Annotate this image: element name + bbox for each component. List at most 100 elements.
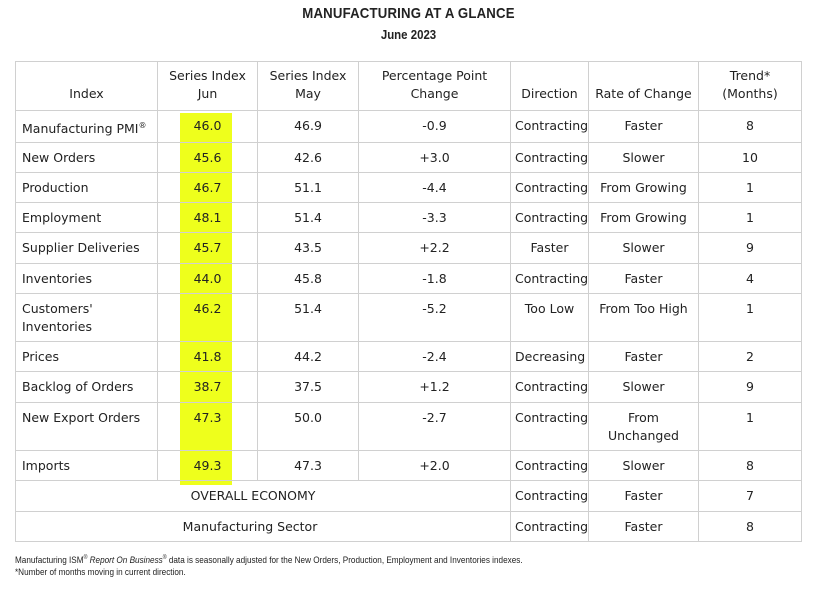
rate-value: Slower [588, 450, 699, 481]
direction-value: Decreasing [510, 341, 589, 372]
table-row: Supplier Deliveries 45.7 43.5 +2.2 Faster Slo… [15, 232, 802, 264]
table-header-row: Index Series Index Jun Series Index May … [15, 61, 802, 111]
rate-value: Faster [588, 480, 699, 512]
index-cell: Backlog of Orders [15, 371, 158, 403]
table-row: Inventories 44.0 45.8 -1.8 Contracting Faster… [15, 263, 802, 294]
change-value: -1.8 [358, 263, 511, 294]
jun-value: 46.2 [157, 293, 258, 342]
index-cell: Supplier Deliveries [15, 232, 158, 264]
change-value: -2.7 [358, 402, 511, 451]
col-header-may: Series Index May [257, 61, 359, 111]
table-row: Customers' Inventories 46.2 51.4 -5.2 Too Lo… [15, 293, 802, 342]
may-value: 47.3 [257, 450, 359, 481]
footnote-text: data is seasonally adjusted for the New … [166, 555, 523, 567]
registered-mark: ® [83, 555, 88, 561]
col-header-trend: Trend* (Months) [698, 61, 802, 111]
trend-value: 4 [698, 263, 802, 294]
direction-value: Contracting [510, 371, 589, 403]
rate-value: Faster [588, 341, 699, 372]
footnote-text: Manufacturing ISM [15, 555, 84, 567]
table-row: Backlog of Orders 38.7 37.5 +1.2 Contracting… [15, 371, 802, 403]
registered-mark: ® [162, 555, 167, 561]
may-value: 42.6 [257, 142, 359, 173]
rate-value: From Unchanged [588, 402, 699, 451]
jun-value: 46.0 [157, 110, 258, 143]
footnote-seasonal: Manufacturing ISM® Report On Business® d… [15, 555, 523, 566]
jun-value: 41.8 [157, 341, 258, 372]
index-cell: Customers' Inventories [15, 293, 158, 342]
may-value: 44.2 [257, 341, 359, 372]
rate-value: Slower [588, 371, 699, 403]
trend-value: 7 [698, 480, 802, 512]
col-header-jun: Series Index Jun [157, 61, 258, 111]
index-cell: Prices [15, 341, 158, 372]
index-cell: Production [15, 172, 158, 203]
change-value: -5.2 [358, 293, 511, 342]
jun-value: 46.7 [157, 172, 258, 203]
page-subtitle: June 2023 [380, 27, 437, 42]
jun-value: 49.3 [157, 450, 258, 481]
change-value: +2.2 [358, 232, 511, 264]
rate-value: Slower [588, 142, 699, 173]
change-value: -4.4 [358, 172, 511, 203]
may-value: 51.4 [257, 202, 359, 233]
summary-label: OVERALL ECONOMY [15, 480, 511, 512]
trend-value: 8 [698, 511, 802, 542]
trend-value: 1 [698, 402, 802, 451]
trend-value: 8 [698, 110, 802, 143]
change-value: -3.3 [358, 202, 511, 233]
change-value: +2.0 [358, 450, 511, 481]
col-header-index: Index [15, 61, 158, 111]
col-header-change: Percentage Point Change [358, 61, 511, 111]
index-cell: Manufacturing PMI® [15, 110, 158, 143]
rate-value: From Growing [588, 172, 699, 203]
change-value: +3.0 [358, 142, 511, 173]
direction-value: Contracting [510, 172, 589, 203]
change-value: -0.9 [358, 110, 511, 143]
summary-label: Manufacturing Sector [15, 511, 511, 542]
ism-table: Index Series Index Jun Series Index May … [15, 61, 802, 542]
index-label: Manufacturing PMI [22, 121, 139, 136]
index-cell: Inventories [15, 263, 158, 294]
index-cell: New Export Orders [15, 402, 158, 451]
jun-value: 45.7 [157, 232, 258, 264]
trend-value: 8 [698, 450, 802, 481]
may-value: 43.5 [257, 232, 359, 264]
col-header-direction: Direction [510, 61, 589, 111]
change-value: -2.4 [358, 341, 511, 372]
table-row: Manufacturing PMI® 46.0 46.9 -0.9 Contractin… [15, 110, 802, 143]
direction-value: Contracting [510, 450, 589, 481]
summary-row: OVERALL ECONOMY Contracting Faster 7 [15, 480, 802, 512]
rate-value: From Too High [588, 293, 699, 342]
trend-value: 1 [698, 172, 802, 203]
may-value: 45.8 [257, 263, 359, 294]
may-value: 50.0 [257, 402, 359, 451]
trend-value: 9 [698, 232, 802, 264]
trend-value: 10 [698, 142, 802, 173]
jun-value: 48.1 [157, 202, 258, 233]
jun-value: 45.6 [157, 142, 258, 173]
table-row: New Export Orders 47.3 50.0 -2.7 Contracting… [15, 402, 802, 451]
rate-value: From Growing [588, 202, 699, 233]
may-value: 51.4 [257, 293, 359, 342]
trend-value: 9 [698, 371, 802, 403]
jun-value: 44.0 [157, 263, 258, 294]
rate-value: Slower [588, 232, 699, 264]
change-value: +1.2 [358, 371, 511, 403]
page-title: MANUFACTURING AT A GLANCE [302, 5, 515, 22]
table-row: Employment 48.1 51.4 -3.3 Contracting From Gr… [15, 202, 802, 233]
rate-value: Faster [588, 511, 699, 542]
direction-value: Contracting [510, 480, 589, 512]
jun-value: 38.7 [157, 371, 258, 403]
index-cell: Imports [15, 450, 158, 481]
rate-value: Faster [588, 110, 699, 143]
may-value: 51.1 [257, 172, 359, 203]
direction-value: Contracting [510, 142, 589, 173]
jun-value: 47.3 [157, 402, 258, 451]
direction-value: Too Low [510, 293, 589, 342]
col-header-rate: Rate of Change [588, 61, 699, 111]
direction-value: Contracting [510, 511, 589, 542]
rate-value: Faster [588, 263, 699, 294]
trend-value: 2 [698, 341, 802, 372]
index-cell: New Orders [15, 142, 158, 173]
